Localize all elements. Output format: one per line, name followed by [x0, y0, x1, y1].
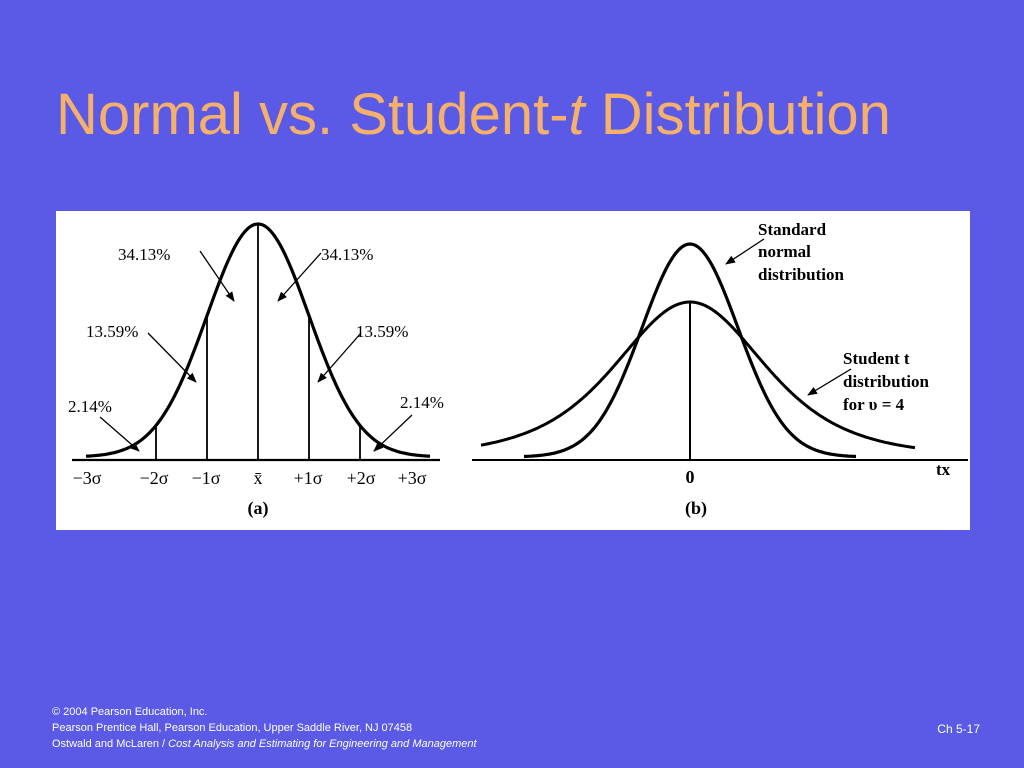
copyright-text: 2004 Pearson Education, Inc.: [60, 706, 208, 718]
title-italic-t: t: [568, 82, 585, 147]
figure-panel: 34.13% 34.13% 13.59% 13.59% 2.14% 2.14% …: [56, 211, 970, 530]
tick-plus-3sigma: +3σ: [398, 468, 427, 488]
arrow-center-left: [199, 250, 235, 302]
slide-number: Ch 5-17: [937, 722, 980, 736]
footer-authors: Ostwald and McLaren / Cost Analysis and …: [52, 736, 477, 752]
figure-svg: 34.13% 34.13% 13.59% 13.59% 2.14% 2.14% …: [68, 220, 968, 519]
arrow-normal-label: [725, 238, 765, 265]
tick-minus-2sigma: −2σ: [140, 468, 169, 488]
tick-plus-2sigma: +2σ: [347, 468, 376, 488]
tick-minus-3sigma: −3σ: [73, 468, 102, 488]
normal-curve-b: [523, 242, 857, 459]
book-title: Cost Analysis and Estimating for Enginee…: [168, 738, 477, 750]
footer: © 2004 Pearson Education, Inc. Pearson P…: [52, 704, 477, 752]
figure-a: 34.13% 34.13% 13.59% 13.59% 2.14% 2.14% …: [68, 222, 444, 519]
label-pct-tail-left: 2.14%: [68, 397, 112, 416]
axis-label-tx: tx: [936, 460, 951, 479]
figure-b: Standard normal distribution Student t d…: [472, 220, 968, 519]
label-normal-line-3: distribution: [758, 265, 845, 284]
label-t-line-2: distribution: [843, 372, 930, 391]
label-t-line-1: Student t: [843, 349, 910, 368]
label-pct-center-right: 34.13%: [321, 245, 373, 264]
authors-text: Ostwald and McLaren /: [52, 738, 169, 750]
arrow-tail-left: [99, 416, 140, 452]
title-prefix: Normal vs. Student-: [56, 82, 569, 147]
label-pct-mid-right: 13.59%: [356, 322, 408, 341]
footer-copyright: © 2004 Pearson Education, Inc.: [52, 704, 477, 720]
arrow-mid-left: [147, 332, 197, 383]
tick-plus-1sigma: +1σ: [294, 468, 323, 488]
caption-b: (b): [685, 498, 707, 519]
title-suffix: Distribution: [584, 82, 891, 147]
label-normal-line-2: normal: [758, 242, 811, 261]
sigma-lines: [155, 224, 361, 460]
label-t-line-3: for υ = 4: [843, 395, 905, 414]
footer-publisher: Pearson Prentice Hall, Pearson Education…: [52, 722, 413, 734]
label-pct-mid-left: 13.59%: [86, 322, 138, 341]
arrow-t-label: [807, 368, 852, 396]
caption-a: (a): [248, 498, 269, 519]
slide-title: Normal vs. Student-t Distribution: [56, 86, 891, 144]
label-pct-center-left: 34.13%: [118, 245, 170, 264]
arrow-tail-right: [373, 414, 413, 452]
tick-mean: x̄: [254, 468, 263, 488]
arrow-center-right: [277, 252, 322, 302]
tick-minus-1sigma: −1σ: [192, 468, 221, 488]
t-curve-b: [480, 300, 916, 450]
label-normal-line-1: Standard: [758, 220, 827, 239]
tick-zero-b: 0: [686, 467, 695, 487]
arrow-mid-right: [317, 332, 362, 383]
label-pct-tail-right: 2.14%: [400, 393, 444, 412]
copyright-symbol: ©: [52, 706, 61, 718]
